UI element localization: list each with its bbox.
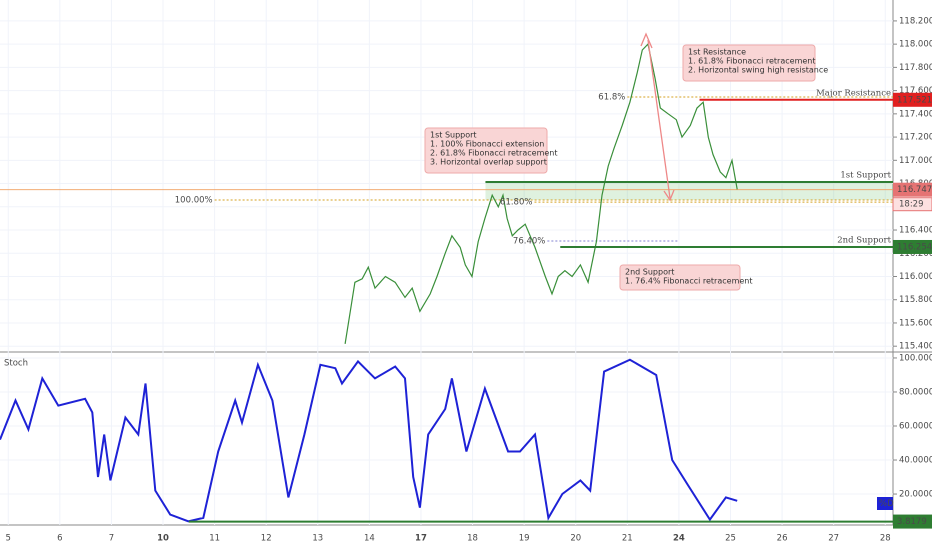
countdown-box xyxy=(892,197,932,212)
annotation-text: 3. Horizontal overlap support xyxy=(430,158,547,167)
x-tick-label: 12 xyxy=(261,534,272,544)
annotation-box xyxy=(619,264,741,291)
current-price-box xyxy=(893,182,932,197)
resistance-price-box xyxy=(893,92,932,107)
y-tick-label: 117.600 xyxy=(899,86,932,96)
y-tick-label: 20.0000 xyxy=(899,490,932,500)
annotation-text: 1st Support xyxy=(430,131,477,140)
legend-label: %D xyxy=(879,499,894,509)
resistance-price-label: 117.521 xyxy=(897,95,932,105)
x-tick-label: 25 xyxy=(725,534,736,544)
support2-price-label: 116.254 xyxy=(897,242,932,252)
y-tick-label: 117.400 xyxy=(899,109,932,119)
arrow xyxy=(647,39,671,199)
resistance-label: Major Resistance xyxy=(816,88,891,98)
y-tick-label: 115.400 xyxy=(899,342,932,352)
price-line xyxy=(344,42,738,344)
support2-price-box xyxy=(893,239,932,254)
x-tick-label: 27 xyxy=(828,534,839,544)
current-price-label: 116.747 xyxy=(897,185,932,195)
fib-label: 61.8% xyxy=(598,93,625,103)
arrow-head xyxy=(640,32,653,49)
arrow-head xyxy=(663,189,675,202)
annotation-text: 1. 61.8% Fibonacci retracement xyxy=(688,57,816,66)
fib-label: 61.80% xyxy=(500,198,532,208)
x-tick-label: 19 xyxy=(519,534,530,544)
x-tick-label: 18 xyxy=(467,534,478,544)
arrows xyxy=(640,32,675,202)
annotation-text: 2. 61.8% Fibonacci retracement xyxy=(430,149,558,158)
y-tick-label: 40.0000 xyxy=(899,456,932,466)
annotation-text: 1st Resistance xyxy=(688,48,746,57)
x-tick-label: 13 xyxy=(312,534,323,544)
y-tick-label: 117.200 xyxy=(899,133,932,143)
fib-label: 76.40% xyxy=(513,237,545,247)
y-tick-label: 118.200 xyxy=(899,16,932,26)
x-tick-label: 10 xyxy=(157,534,169,544)
labels: 5 6 7 10 11 12 13 14 17 18 19 20 21 24 25 26 27 28 115.400… xyxy=(6,16,932,544)
y-tick-label: 115.600 xyxy=(899,318,932,328)
annotation-text: 1. 76.4% Fibonacci retracement xyxy=(625,277,753,286)
x-tick-label: 6 xyxy=(57,534,62,544)
y-tick-label: 117.800 xyxy=(899,63,932,73)
x-tick-label: 24 xyxy=(673,534,685,544)
y-tick-label: 118.000 xyxy=(899,40,932,50)
x-tick-label: 17 xyxy=(415,534,427,544)
support1-label: 1st Support xyxy=(840,171,891,181)
x-tick-label: 26 xyxy=(777,534,788,544)
stoch-level-box xyxy=(893,514,932,529)
x-tick-label: 5 xyxy=(6,534,11,544)
pane-title: Stoch xyxy=(4,359,28,369)
y-tick-label: 117.000 xyxy=(899,156,932,166)
y-tick-label: 116.400 xyxy=(899,226,932,236)
x-tick-label: 20 xyxy=(570,534,581,544)
support2-label: 2nd Support xyxy=(837,235,891,245)
stoch-level-label: 3.8179 xyxy=(897,517,927,527)
annotation-text: 2. Horizontal swing high resistance xyxy=(688,66,828,75)
x-tick-label: 11 xyxy=(209,534,220,544)
y-tick-label: 80.0000 xyxy=(899,387,932,397)
annotation-box xyxy=(424,127,548,174)
grid xyxy=(0,0,893,525)
support-zone xyxy=(485,182,893,201)
marks xyxy=(0,42,893,523)
y-tick-label: 100.0000 xyxy=(899,353,932,363)
x-tick-label: 21 xyxy=(622,534,633,544)
annotation-box xyxy=(682,44,816,82)
stoch-line xyxy=(0,358,738,523)
y-tick-label: 116.000 xyxy=(899,272,932,282)
fib-label: 100.00% xyxy=(175,196,213,206)
annotation-text: 2nd Support xyxy=(625,268,674,277)
y-tick-label: 115.800 xyxy=(899,295,932,305)
x-tick-label: 28 xyxy=(880,534,891,544)
annotation-text: 1. 100% Fibonacci extension xyxy=(430,140,544,149)
y-tick-label: 60.0000 xyxy=(899,421,932,431)
x-tick-label: 14 xyxy=(364,534,375,544)
countdown-label: 18:29 xyxy=(899,200,924,210)
x-tick-label: 7 xyxy=(109,534,114,544)
legend-box xyxy=(877,497,893,510)
